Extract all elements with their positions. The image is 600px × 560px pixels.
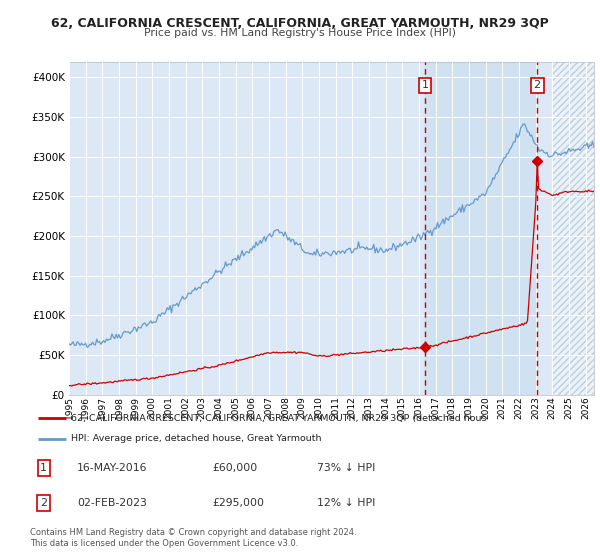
Text: 62, CALIFORNIA CRESCENT, CALIFORNIA, GREAT YARMOUTH, NR29 3QP: 62, CALIFORNIA CRESCENT, CALIFORNIA, GRE… (51, 17, 549, 30)
Text: 02-FEB-2023: 02-FEB-2023 (77, 498, 147, 508)
Text: 1: 1 (40, 463, 47, 473)
Text: 73% ↓ HPI: 73% ↓ HPI (317, 463, 376, 473)
Text: HPI: Average price, detached house, Great Yarmouth: HPI: Average price, detached house, Grea… (71, 434, 322, 443)
Text: 12% ↓ HPI: 12% ↓ HPI (317, 498, 376, 508)
Bar (553, 62, 594, 395)
Text: Price paid vs. HM Land Registry's House Price Index (HPI): Price paid vs. HM Land Registry's House … (144, 28, 456, 38)
Text: 62, CALIFORNIA CRESCENT, CALIFORNIA, GREAT YARMOUTH, NR29 3QP (detached hous: 62, CALIFORNIA CRESCENT, CALIFORNIA, GRE… (71, 414, 487, 423)
Text: 16-MAY-2016: 16-MAY-2016 (77, 463, 148, 473)
Text: £60,000: £60,000 (212, 463, 257, 473)
Bar (553, 62, 594, 395)
Text: 1: 1 (422, 81, 428, 90)
Text: 2: 2 (40, 498, 47, 508)
Text: Contains HM Land Registry data © Crown copyright and database right 2024.
This d: Contains HM Land Registry data © Crown c… (30, 528, 356, 548)
Text: £295,000: £295,000 (212, 498, 264, 508)
Bar (425, 62, 537, 395)
Text: 2: 2 (533, 81, 541, 90)
